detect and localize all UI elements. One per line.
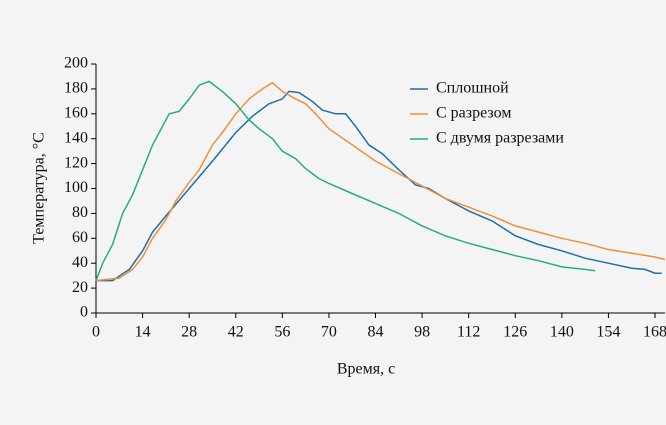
x-tick-label: 154 bbox=[596, 324, 620, 341]
x-tick-label: 112 bbox=[457, 324, 480, 341]
x-tick-label: 42 bbox=[228, 324, 244, 341]
line-series bbox=[95, 80, 596, 281]
x-tick-label: 168 bbox=[643, 324, 666, 341]
y-tick-label: 140 bbox=[64, 129, 88, 146]
legend-label: С разрезом bbox=[436, 105, 511, 122]
line-series bbox=[95, 81, 666, 282]
x-tick-label: 14 bbox=[135, 324, 151, 341]
x-tick-label: 84 bbox=[368, 324, 384, 341]
y-tick-label: 160 bbox=[64, 104, 88, 121]
x-tick-label: 126 bbox=[503, 324, 527, 341]
x-tick-label: 70 bbox=[321, 324, 337, 341]
y-tick-label: 40 bbox=[72, 254, 88, 271]
y-tick-label: 100 bbox=[64, 179, 88, 196]
x-tick-label: 98 bbox=[414, 324, 430, 341]
y-tick-label: 200 bbox=[64, 55, 88, 72]
y-tick-label: 0 bbox=[80, 304, 88, 321]
x-axis-label: Время, с bbox=[337, 361, 395, 378]
y-tick-label: 80 bbox=[72, 204, 88, 221]
y-tick-label: 120 bbox=[64, 154, 88, 171]
y-tick-label: 60 bbox=[72, 229, 88, 246]
x-tick-label: 0 bbox=[92, 324, 100, 341]
y-tick-label: 180 bbox=[64, 80, 88, 97]
x-tick-label: 140 bbox=[550, 324, 574, 341]
line-series bbox=[96, 90, 662, 282]
legend-label: Сплошной bbox=[436, 80, 509, 97]
x-tick-label: 28 bbox=[181, 324, 197, 341]
y-axis-label: Температура, °C bbox=[31, 132, 48, 244]
x-tick-label: 56 bbox=[274, 324, 290, 341]
legend-label: С двумя разрезами bbox=[436, 130, 564, 147]
y-tick-label: 20 bbox=[72, 279, 88, 296]
